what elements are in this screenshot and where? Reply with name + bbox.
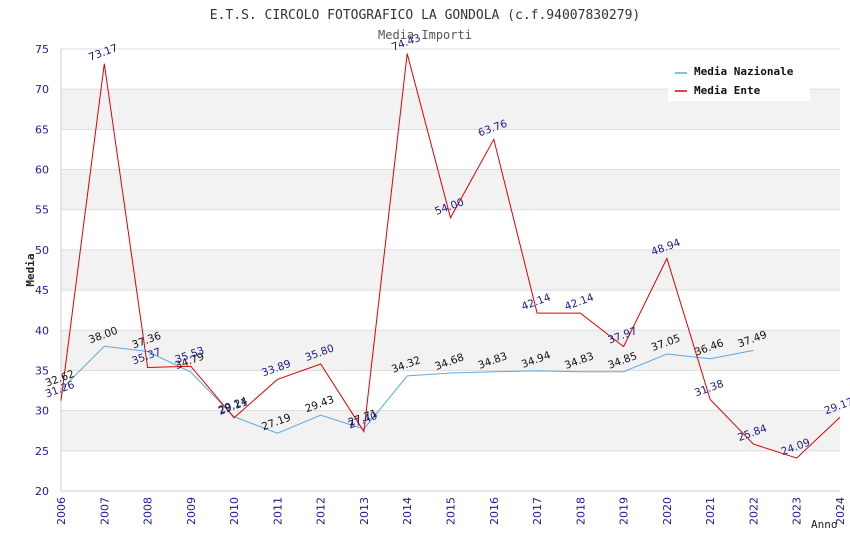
x-tick-2015: 2015 [445,497,458,525]
x-tick-2017: 2017 [531,497,544,525]
x-tick-2014: 2014 [401,497,414,525]
x-tick-2023: 2023 [791,497,804,525]
x-tick-2010: 2010 [228,497,241,525]
x-tick-2009: 2009 [185,497,198,525]
legend-label-ente: Media Ente [694,84,761,97]
legend-label-nazionale: Media Nazionale [694,65,794,78]
y-tick-35: 35 [35,364,49,377]
band-20 [61,450,840,491]
x-tick-2020: 2020 [661,497,674,525]
y-tick-25: 25 [35,445,49,458]
x-tick-2013: 2013 [358,497,371,525]
band-60 [61,129,840,170]
y-tick-75: 75 [35,43,49,56]
legend: Media Nazionale Media Ente [668,60,810,101]
x-tick-2021: 2021 [704,497,717,525]
x-tick-2016: 2016 [488,497,501,525]
x-tick-2007: 2007 [98,497,111,525]
y-tick-30: 30 [35,405,49,418]
y-tick-50: 50 [35,244,49,257]
x-tick-2019: 2019 [618,497,631,525]
x-axis-label: Anno [811,518,838,531]
y-tick-55: 55 [35,204,49,217]
series-line-ente [60,53,841,459]
series-line-nazionale [60,345,754,434]
series-lines [60,53,841,459]
chart-subtitle: Media Importi [378,28,472,42]
background-bands [61,49,840,491]
band-50 [61,209,840,250]
x-tick-2011: 2011 [271,497,284,525]
y-tick-labels: 20 25 30 35 40 45 50 55 60 65 70 75 [35,43,49,498]
x-tick-2022: 2022 [747,497,760,525]
y-tick-45: 45 [35,284,49,297]
band-45 [61,249,840,291]
legend-box [668,60,810,101]
x-tick-2006: 2006 [55,497,68,525]
y-tick-60: 60 [35,164,49,177]
band-30 [61,370,840,411]
y-axis-label: Media [24,253,37,286]
x-tick-2018: 2018 [574,497,587,525]
x-tick-labels: 2006 2007 2008 2009 2010 2011 2012 2013 2014 2015… [55,497,847,525]
y-tick-20: 20 [35,485,49,498]
band-25 [61,410,840,451]
x-tick-2012: 2012 [315,497,328,525]
chart-title: E.T.S. CIRCOLO FOTOGRAFICO LA GONDOLA (c… [210,8,640,23]
y-tick-40: 40 [35,324,49,337]
x-tick-2008: 2008 [142,497,155,525]
y-tick-70: 70 [35,83,49,96]
y-tick-65: 65 [35,123,49,136]
x-tick-2024: 2024 [834,497,847,525]
band-55 [61,169,840,210]
band-40 [61,290,840,331]
band-35 [61,330,840,371]
